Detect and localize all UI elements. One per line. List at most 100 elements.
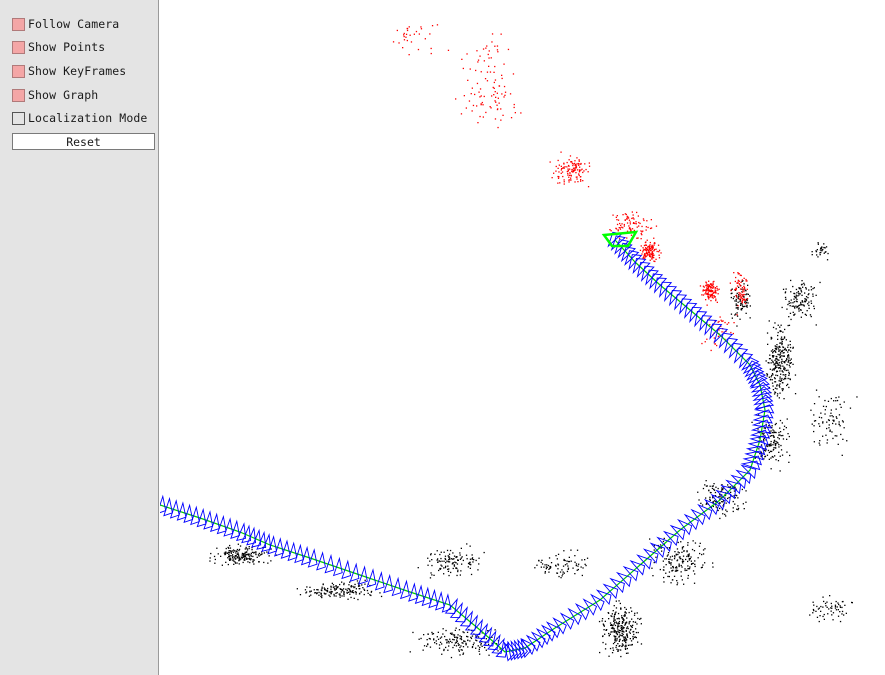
show-graph-check-icon[interactable] bbox=[12, 88, 25, 102]
map-point bbox=[447, 561, 449, 563]
map-point bbox=[810, 300, 812, 302]
map-point bbox=[779, 392, 781, 394]
map-point bbox=[776, 385, 778, 387]
local-map-point bbox=[497, 97, 499, 99]
keyframe-frustum bbox=[668, 290, 683, 307]
map-point bbox=[714, 495, 716, 497]
map-point bbox=[720, 490, 723, 492]
map-point bbox=[774, 443, 776, 445]
map-point bbox=[343, 582, 345, 584]
map-point bbox=[843, 401, 845, 403]
keyframe-frustum bbox=[709, 323, 723, 340]
map-point bbox=[229, 547, 232, 549]
local-map-point bbox=[513, 103, 515, 106]
local-map-point bbox=[736, 314, 738, 316]
local-map-point bbox=[720, 325, 722, 328]
map-point bbox=[626, 636, 629, 638]
local-map-point bbox=[712, 297, 714, 299]
localization-mode-check-icon[interactable] bbox=[12, 111, 25, 125]
local-map-point bbox=[615, 227, 617, 229]
map-point bbox=[660, 547, 662, 549]
local-map-point bbox=[738, 298, 740, 300]
map-point bbox=[744, 305, 746, 307]
map-point bbox=[546, 564, 548, 566]
follow-camera-check-icon[interactable] bbox=[12, 17, 25, 31]
map-point bbox=[828, 608, 830, 610]
map-point bbox=[475, 559, 477, 562]
map-point bbox=[251, 551, 254, 553]
map-point bbox=[784, 347, 786, 350]
map-point bbox=[621, 632, 623, 635]
map-point bbox=[561, 575, 563, 577]
map-point bbox=[225, 551, 227, 553]
local-map-point bbox=[583, 170, 585, 172]
map-point bbox=[229, 559, 231, 561]
show-keyframes-checkbox[interactable]: Show KeyFrames bbox=[12, 63, 126, 79]
map-point bbox=[613, 631, 615, 633]
map-point bbox=[472, 561, 474, 563]
map-point bbox=[773, 432, 775, 434]
local-map-point bbox=[513, 106, 515, 109]
map-point bbox=[765, 423, 767, 426]
map-point bbox=[830, 607, 832, 609]
map-point bbox=[447, 640, 450, 643]
map-point bbox=[359, 588, 361, 590]
map-point bbox=[728, 496, 730, 499]
map-point bbox=[773, 355, 775, 357]
map-point bbox=[837, 443, 839, 445]
map-point bbox=[826, 421, 828, 423]
show-points-checkbox[interactable]: Show Points bbox=[12, 39, 105, 55]
map-point bbox=[813, 441, 815, 443]
map-point bbox=[757, 414, 760, 416]
map-point bbox=[622, 644, 624, 646]
local-map-point bbox=[644, 253, 646, 255]
map-point bbox=[781, 358, 783, 360]
local-map-point bbox=[460, 113, 463, 115]
map-point bbox=[572, 567, 574, 569]
local-map-point bbox=[626, 215, 628, 217]
map-point bbox=[339, 594, 341, 596]
follow-camera-checkbox[interactable]: Follow Camera bbox=[12, 16, 119, 32]
local-map-point bbox=[553, 172, 555, 174]
local-map-point bbox=[560, 165, 562, 167]
map-point bbox=[688, 567, 691, 570]
map-point bbox=[774, 431, 776, 433]
map-point bbox=[810, 286, 812, 288]
local-map-point bbox=[580, 179, 582, 181]
local-map-point bbox=[575, 165, 578, 167]
map-point bbox=[821, 246, 823, 248]
local-map-point bbox=[710, 287, 712, 289]
local-map-point bbox=[642, 251, 644, 253]
map-viewer-canvas[interactable] bbox=[160, 0, 885, 675]
map-point bbox=[747, 284, 749, 286]
map-point bbox=[540, 561, 542, 563]
show-graph-checkbox[interactable]: Show Graph bbox=[12, 87, 98, 103]
local-map-point bbox=[725, 330, 727, 333]
map-point bbox=[740, 303, 742, 305]
keyframe-frustum bbox=[674, 294, 688, 311]
localization-mode-checkbox[interactable]: Localization Mode bbox=[12, 110, 147, 126]
show-points-check-icon[interactable] bbox=[12, 40, 25, 54]
reset-button[interactable]: Reset bbox=[12, 133, 155, 150]
map-point bbox=[335, 588, 337, 590]
map-point bbox=[626, 647, 628, 650]
map-point bbox=[350, 585, 353, 587]
keyframe-frustum bbox=[559, 612, 575, 630]
local-map-point bbox=[712, 292, 714, 294]
map-point bbox=[781, 377, 783, 380]
map-point bbox=[778, 438, 780, 440]
keyframe-frustum bbox=[609, 577, 625, 594]
map-point bbox=[235, 552, 237, 554]
map-point bbox=[363, 593, 365, 596]
map-point bbox=[701, 553, 703, 556]
map-point bbox=[831, 605, 833, 607]
map-point bbox=[688, 559, 690, 561]
local-map-point bbox=[637, 237, 639, 239]
map-point bbox=[225, 547, 227, 550]
map-point bbox=[694, 565, 696, 568]
map-point bbox=[775, 422, 777, 425]
show-keyframes-check-icon[interactable] bbox=[12, 64, 25, 78]
map-point bbox=[731, 292, 733, 294]
map-point bbox=[705, 480, 707, 482]
map-point bbox=[809, 314, 812, 316]
